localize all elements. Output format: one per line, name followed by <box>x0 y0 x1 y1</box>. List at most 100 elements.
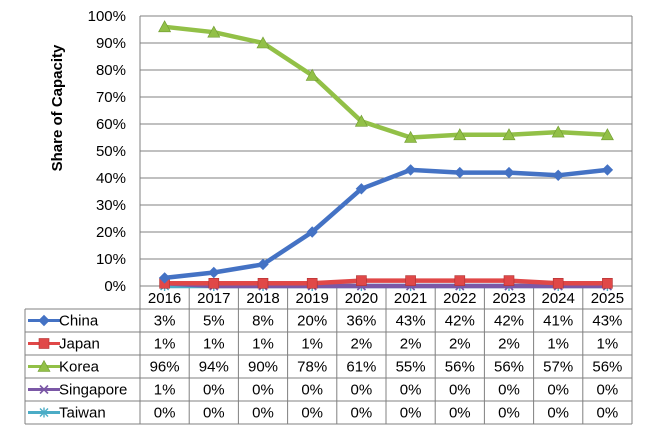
data-point <box>600 128 614 141</box>
data-cell: 0% <box>252 382 274 399</box>
data-cell: 1% <box>301 336 323 353</box>
data-cell: 2% <box>498 336 520 353</box>
data-point <box>305 68 319 81</box>
data-point <box>207 25 221 38</box>
x-tick-label: 2019 <box>296 290 329 307</box>
y-axis-label: Share of Capacity <box>49 44 66 171</box>
series-japan <box>159 275 613 289</box>
data-point <box>552 169 564 182</box>
data-cell: 1% <box>252 336 274 353</box>
series-lines <box>158 20 614 291</box>
y-tick-label: 90% <box>96 35 126 52</box>
data-cell: 96% <box>150 359 180 376</box>
data-cell: 1% <box>203 336 225 353</box>
legend-key-marker <box>38 338 50 349</box>
data-point <box>158 272 171 284</box>
data-cell: 0% <box>351 382 373 399</box>
data-point <box>404 130 418 143</box>
data-cell: 8% <box>252 313 274 330</box>
data-cell: 5% <box>203 313 225 330</box>
data-table: 2016 2017 2018 2019 2020 2021 2022 2023 2024 2025… <box>24 285 633 425</box>
data-cell: 2% <box>400 336 422 353</box>
data-cell: 0% <box>547 382 569 399</box>
data-cell: 90% <box>248 359 278 376</box>
y-tick-label: 50% <box>96 143 126 160</box>
series-name: Korea <box>59 359 100 376</box>
data-point <box>257 277 269 289</box>
data-point <box>257 258 269 271</box>
data-cell: 0% <box>301 405 323 422</box>
series-line <box>162 167 610 281</box>
data-cell: 1% <box>597 336 619 353</box>
data-point <box>454 166 466 179</box>
data-point <box>602 277 613 289</box>
x-tick-label: 2017 <box>197 290 230 307</box>
data-cell: 1% <box>154 382 176 399</box>
data-cell: 0% <box>498 382 520 399</box>
data-point <box>354 114 368 127</box>
data-cell: 0% <box>351 405 373 422</box>
data-cell: 42% <box>445 313 475 330</box>
data-cell: 43% <box>592 313 622 330</box>
data-point <box>601 164 614 176</box>
data-point <box>454 275 466 286</box>
x-tick-label: 2023 <box>492 290 525 307</box>
data-cell: 0% <box>203 405 225 422</box>
data-cell: 3% <box>154 313 176 330</box>
x-tick-label: 2021 <box>394 290 427 307</box>
legend-key-marker <box>39 384 49 395</box>
y-tick-label: 70% <box>96 89 126 106</box>
data-point <box>356 275 367 286</box>
legend-key-marker <box>39 407 49 418</box>
data-cell: 78% <box>297 359 327 376</box>
data-cell: 55% <box>396 359 426 376</box>
series-china <box>158 164 614 284</box>
data-point <box>502 128 516 141</box>
data-point <box>256 36 270 49</box>
series-line <box>162 278 610 286</box>
data-point <box>552 277 564 289</box>
data-cell: 2% <box>351 336 373 353</box>
data-cell: 56% <box>445 359 475 376</box>
data-point <box>355 183 368 195</box>
data-cell: 0% <box>301 382 323 399</box>
data-cell: 43% <box>396 313 426 330</box>
data-cell: 36% <box>346 313 376 330</box>
data-cell: 94% <box>199 359 229 376</box>
data-point <box>453 128 467 141</box>
data-point <box>405 275 416 286</box>
data-cell: 61% <box>346 359 376 376</box>
data-cell: 41% <box>543 313 573 330</box>
data-cell: 1% <box>154 336 176 353</box>
y-tick-label: 0% <box>104 278 126 295</box>
data-point <box>503 275 515 286</box>
data-point <box>208 266 220 279</box>
x-tick-label: 2018 <box>246 290 279 307</box>
data-cell: 20% <box>297 313 327 330</box>
data-cell: 0% <box>252 405 274 422</box>
series-line <box>162 281 610 289</box>
series-name: Japan <box>59 336 100 353</box>
data-point <box>158 20 172 33</box>
x-tick-label: 2020 <box>345 290 378 307</box>
data-point <box>306 226 318 238</box>
data-cell: 0% <box>400 382 422 399</box>
data-cell: 0% <box>597 405 619 422</box>
data-cell: 1% <box>547 336 569 353</box>
legend-key-marker <box>37 359 51 372</box>
data-cell: 57% <box>543 359 573 376</box>
y-tick-label: 20% <box>96 224 126 241</box>
data-cell: 0% <box>449 382 471 399</box>
y-tick-label: 80% <box>96 62 126 79</box>
data-cell: 0% <box>154 405 176 422</box>
data-cell: 56% <box>592 359 622 376</box>
series-korea <box>158 20 614 143</box>
data-cell: 2% <box>449 336 471 353</box>
series-line <box>162 24 610 140</box>
legend-key-marker <box>38 314 50 327</box>
data-cell: 0% <box>498 405 520 422</box>
data-cell: 0% <box>203 382 225 399</box>
data-cell: 56% <box>494 359 524 376</box>
